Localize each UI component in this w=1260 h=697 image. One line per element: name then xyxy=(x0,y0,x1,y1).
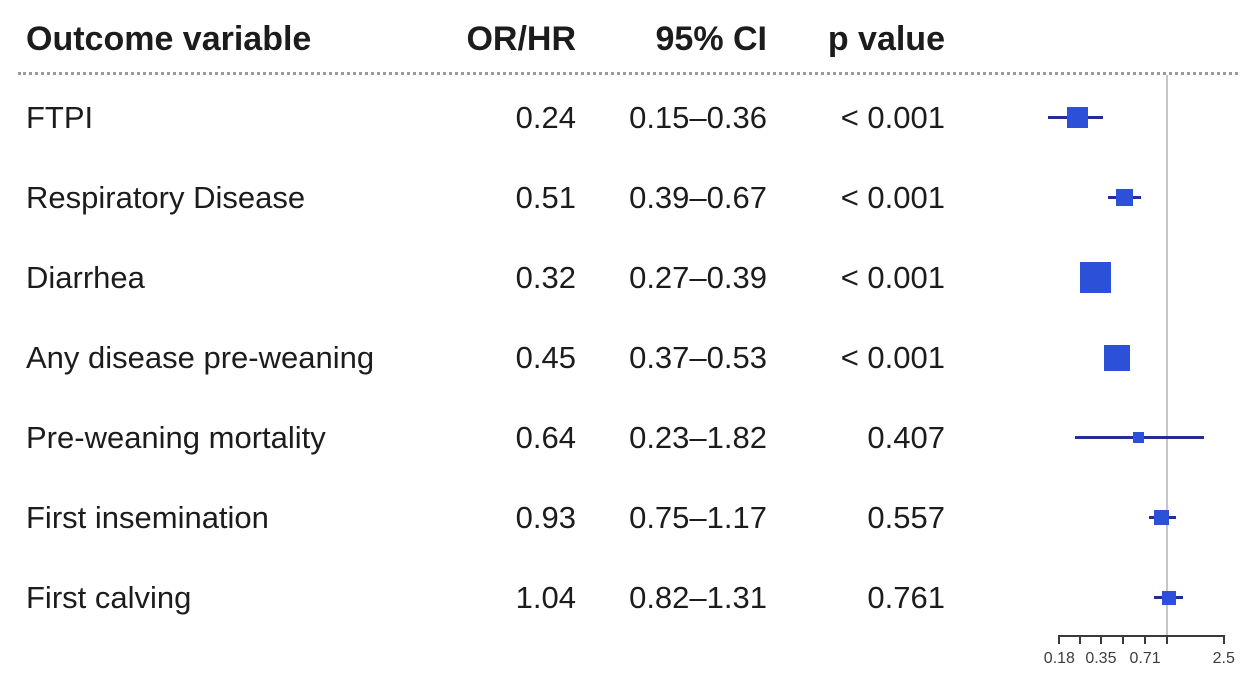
table-row: FTPI 0.24 0.15–0.36 < 0.001 xyxy=(0,98,1000,138)
x-axis-tick xyxy=(1078,635,1081,644)
p-value: < 0.001 xyxy=(840,339,945,375)
p-value: 0.407 xyxy=(867,419,945,455)
outcome-label: Respiratory Disease xyxy=(26,179,306,215)
outcome-label: Pre-weaning mortality xyxy=(26,419,326,455)
estimate-marker xyxy=(1066,107,1088,128)
x-axis-tick xyxy=(1222,635,1225,644)
estimate-marker xyxy=(1079,262,1111,294)
outcome-label: First insemination xyxy=(26,499,269,535)
p-value: < 0.001 xyxy=(840,99,945,135)
p-value: < 0.001 xyxy=(840,259,945,295)
x-axis-tick xyxy=(1122,635,1125,644)
p-value: 0.761 xyxy=(867,579,945,615)
ci-value: 0.15–0.36 xyxy=(629,99,767,135)
table-row: Pre-weaning mortality 0.64 0.23–1.82 0.4… xyxy=(0,418,1000,458)
p-value: 0.557 xyxy=(867,499,945,535)
or-hr-value: 0.24 xyxy=(515,99,576,135)
or-hr-value: 0.93 xyxy=(515,499,576,535)
x-axis-tick-label: 0.18 xyxy=(1043,650,1075,667)
header-95-ci: 95% CI xyxy=(655,20,768,58)
estimate-marker xyxy=(1115,189,1133,207)
estimate-marker xyxy=(1161,590,1176,605)
outcome-label: FTPI xyxy=(26,99,94,135)
outcome-label: First calving xyxy=(26,579,192,615)
table-row: First calving 1.04 0.82–1.31 0.761 xyxy=(0,578,1000,618)
x-axis-tick-label: 0.35 xyxy=(1085,650,1117,667)
x-axis-tick-label: 2.5 xyxy=(1212,650,1235,667)
x-axis-tick xyxy=(1058,635,1061,644)
or-hr-value: 1.04 xyxy=(515,579,576,615)
ci-value: 0.82–1.31 xyxy=(629,579,767,615)
ci-value: 0.27–0.39 xyxy=(629,259,767,295)
header-or-hr: OR/HR xyxy=(466,20,576,58)
x-axis-tick xyxy=(1099,635,1102,644)
or-hr-value: 0.32 xyxy=(515,259,576,295)
or-hr-value: 0.45 xyxy=(515,339,576,375)
header-separator-dotted-line xyxy=(18,72,1238,75)
or-hr-value: 0.51 xyxy=(515,179,576,215)
reference-line-1 xyxy=(1165,75,1168,636)
ci-value: 0.37–0.53 xyxy=(629,339,767,375)
estimate-marker xyxy=(1133,432,1145,444)
x-axis-tick-label: 0.71 xyxy=(1129,650,1161,667)
outcome-label: Any disease pre-weaning xyxy=(26,339,375,375)
estimate-marker xyxy=(1103,344,1130,371)
outcome-label: Diarrhea xyxy=(26,259,145,295)
header-outcome-variable: Outcome variable xyxy=(26,20,312,58)
x-axis-line xyxy=(1059,635,1224,637)
x-axis-tick xyxy=(1144,635,1147,644)
table-row: Diarrhea 0.32 0.27–0.39 < 0.001 xyxy=(0,258,1000,298)
header-p-value: p value xyxy=(827,20,945,58)
table-row: Respiratory Disease 0.51 0.39–0.67 < 0.0… xyxy=(0,178,1000,218)
p-value: < 0.001 xyxy=(840,179,945,215)
table-row: Any disease pre-weaning 0.45 0.37–0.53 <… xyxy=(0,338,1000,378)
ci-value: 0.75–1.17 xyxy=(629,499,767,535)
or-hr-value: 0.64 xyxy=(515,419,576,455)
estimate-marker xyxy=(1154,510,1170,526)
table-row: First insemination 0.93 0.75–1.17 0.557 xyxy=(0,498,1000,538)
ci-value: 0.23–1.82 xyxy=(629,419,767,455)
ci-value: 0.39–0.67 xyxy=(629,179,767,215)
x-axis-tick xyxy=(1165,635,1168,644)
